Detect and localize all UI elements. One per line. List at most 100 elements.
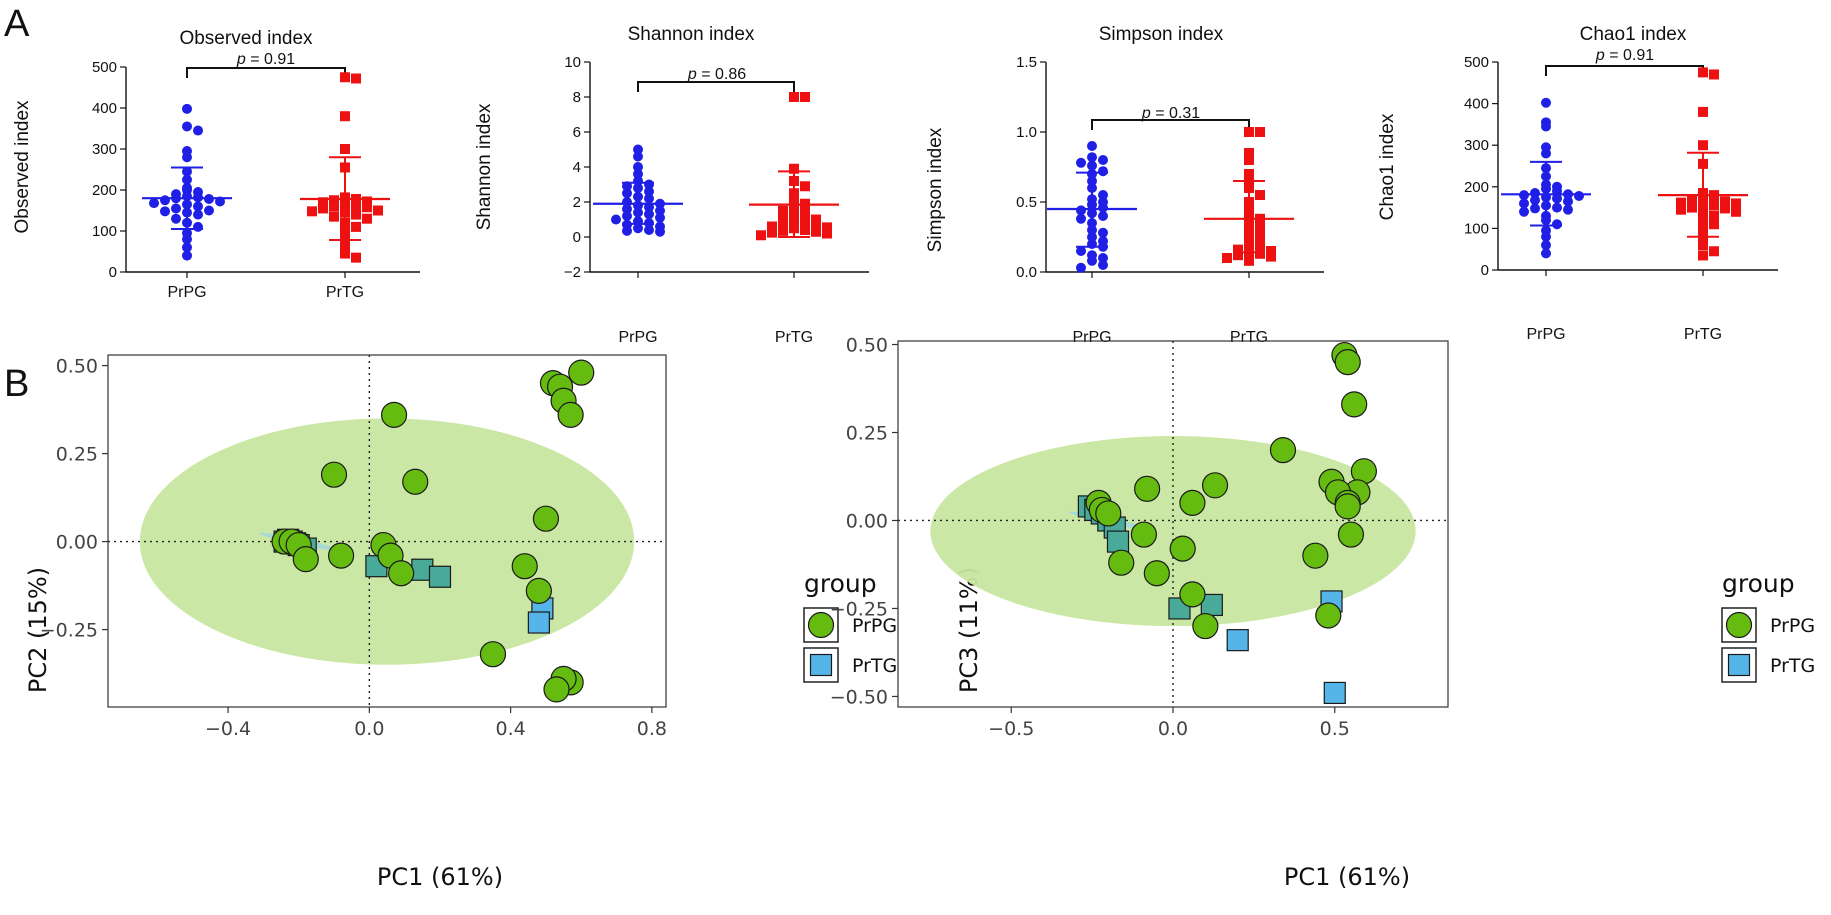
data-point-prpg <box>525 577 552 604</box>
legend-key-prtg <box>809 653 833 677</box>
data-point-prpg <box>1087 160 1097 171</box>
data-point-prpg <box>1087 141 1097 151</box>
data-point-prtg <box>1720 203 1730 214</box>
data-point-prpg <box>1563 204 1573 215</box>
data-point-prpg <box>1098 211 1108 221</box>
data-point-prtg <box>778 218 788 228</box>
y-tick-label: −0.25 <box>40 620 98 642</box>
data-point-prpg <box>149 198 159 209</box>
x-tick-label: 0.5 <box>1320 718 1350 740</box>
data-point-prpg <box>568 359 595 386</box>
data-point-prpg <box>644 186 654 197</box>
y-tick-label: 0 <box>573 229 581 246</box>
p-value: p = 0.91 <box>236 51 295 68</box>
category-label: PrPG <box>1526 326 1565 343</box>
data-point-prpg <box>388 560 415 587</box>
data-point-prpg <box>1201 472 1229 499</box>
data-point-prtg <box>800 181 810 192</box>
data-point-prpg <box>1076 213 1086 224</box>
legend-key-prpg <box>807 611 835 639</box>
data-point-prtg <box>778 205 788 216</box>
panel-label-b: B <box>4 363 29 405</box>
shannon-index-chart: Shannon index Shannon index PrPG PrTG p … <box>474 24 869 346</box>
plot-area <box>898 341 1448 707</box>
data-point-prtg <box>1255 236 1265 247</box>
data-point-prpg <box>644 225 654 235</box>
data-point-prpg <box>633 151 643 162</box>
data-point-prpg <box>543 676 570 703</box>
data-point-prpg <box>182 152 192 163</box>
data-point-prtg <box>329 201 339 212</box>
category-label: PrPG <box>167 284 206 301</box>
data-point-prtg <box>800 92 810 102</box>
data-point-prpg <box>182 250 192 261</box>
p-value: p = 0.86 <box>687 66 746 83</box>
y-tick-label: 0.25 <box>846 423 888 445</box>
data-point-prpg <box>633 144 643 155</box>
data-point-prpg <box>1098 155 1108 165</box>
data-point-prpg <box>1179 581 1206 608</box>
y-tick-label: 400 <box>92 100 117 117</box>
y-tick-label: 0.5 <box>1016 194 1037 211</box>
data-point-prpg <box>633 223 643 234</box>
data-point-prpg <box>182 242 192 253</box>
data-point-prpg <box>1098 202 1108 213</box>
data-point-prtg <box>1266 251 1276 262</box>
data-point-prpg <box>622 211 632 221</box>
data-point-prpg <box>1552 193 1562 204</box>
data-point-prtg <box>1255 227 1265 238</box>
data-point-prtg <box>307 206 317 217</box>
y-tick-label: 500 <box>1464 54 1489 71</box>
data-point-prpg <box>193 209 203 220</box>
y-tick-label: 0 <box>1481 262 1489 279</box>
data-point-prtg <box>1323 681 1346 705</box>
data-point-prtg <box>362 202 372 213</box>
p-value: p = 0.31 <box>1141 105 1200 122</box>
data-point-prpg <box>1076 246 1086 256</box>
data-point-prtg <box>1709 246 1719 257</box>
data-point-prpg <box>1341 391 1368 418</box>
data-point-prtg <box>767 227 777 238</box>
data-point-prpg <box>622 188 632 199</box>
data-point-prpg <box>1541 121 1551 132</box>
chart-title: Simpson index <box>1099 24 1224 45</box>
data-point-prtg <box>1255 127 1265 137</box>
category-label: PrPG <box>1072 329 1111 346</box>
data-point-prtg <box>789 163 799 174</box>
data-point-prtg <box>1687 202 1697 213</box>
data-point-prpg <box>193 221 203 232</box>
y-tick-label: 400 <box>1464 96 1489 113</box>
data-point-prpg <box>1169 535 1196 562</box>
data-point-prpg <box>633 169 643 179</box>
data-point-prpg <box>622 225 632 236</box>
data-point-prpg <box>1087 152 1097 163</box>
y-tick-label: 0.25 <box>56 444 98 466</box>
y-tick-label: 1.0 <box>1016 124 1037 141</box>
chart-title: Observed index <box>179 28 313 49</box>
legend-label-prtg: PrTG <box>1770 655 1815 677</box>
y-tick-label: 2 <box>573 194 581 211</box>
data-point-prpg <box>1076 262 1086 273</box>
data-point-prpg <box>1098 260 1108 270</box>
p-value: p = 0.91 <box>1595 47 1654 64</box>
data-point-prtg <box>1709 219 1719 230</box>
data-point-prtg <box>1244 155 1254 165</box>
x-axis-label: PC1 (61%) <box>377 863 503 891</box>
pcoa-pc1-pc2-plot: PC1 (61%) PC2 (15%) group PrPG PrTG −0.4… <box>24 354 897 891</box>
pcoa-pc1-pc3-plot: PC1 (61%) PC3 (11%) group PrPG PrTG −0.5… <box>830 335 1816 891</box>
category-label: PrTG <box>775 329 813 346</box>
category-label: PrTG <box>326 284 364 301</box>
legend-label-prtg: PrTG <box>852 655 897 677</box>
data-point-prpg <box>1552 202 1562 213</box>
data-point-prpg <box>171 213 181 224</box>
data-point-prpg <box>611 214 621 225</box>
data-point-prtg <box>1244 127 1254 137</box>
data-point-prpg <box>182 234 192 245</box>
data-point-prpg <box>204 205 214 216</box>
data-point-prpg <box>1098 227 1108 238</box>
data-point-prpg <box>557 401 584 428</box>
data-point-prpg <box>644 209 654 220</box>
data-point-prpg <box>292 546 319 573</box>
data-point-prtg <box>318 203 328 214</box>
y-tick-label: 0.00 <box>56 532 98 554</box>
